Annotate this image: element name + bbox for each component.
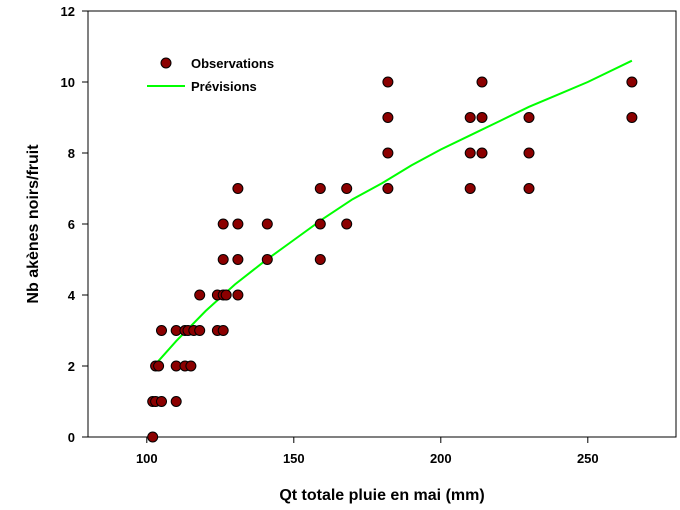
observation-point — [314, 254, 326, 265]
observation-point — [185, 360, 197, 372]
observation-point — [170, 396, 182, 407]
observation-point — [341, 183, 353, 194]
y-tick-label-8: 8 — [68, 146, 75, 161]
x-axis-title: Qt totale pluie en mai (mm) — [279, 487, 484, 504]
observation-point — [382, 112, 394, 123]
observation-point — [476, 112, 488, 123]
axis-ticks: 100 150 200 250 0 2 4 6 8 10 12 — [61, 4, 599, 466]
observation-point — [156, 396, 167, 407]
observation-point — [464, 147, 476, 159]
observation-point — [382, 76, 394, 88]
observation-point — [194, 289, 206, 301]
y-tick-label-0: 0 — [68, 430, 75, 445]
legend-observations-marker — [160, 57, 172, 69]
observation-point — [217, 218, 229, 230]
observation-point — [382, 147, 394, 159]
observation-point — [523, 183, 535, 194]
y-tick-label-2: 2 — [68, 359, 75, 374]
x-tick-label-150: 150 — [283, 451, 305, 466]
observation-point — [261, 254, 273, 265]
x-tick-label-250: 250 — [577, 451, 599, 466]
observation-point — [156, 325, 167, 336]
observation-point — [476, 147, 488, 159]
observation-points-layer — [147, 76, 638, 443]
observation-point — [626, 112, 638, 123]
observation-point — [220, 289, 232, 301]
observation-point — [232, 183, 244, 194]
observation-point — [314, 218, 326, 230]
observation-point — [232, 218, 244, 230]
observation-point — [147, 431, 159, 443]
x-tick-label-200: 200 — [430, 451, 452, 466]
observation-point — [523, 147, 535, 159]
observation-point — [314, 183, 326, 194]
observation-point — [194, 325, 206, 336]
y-tick-label-6: 6 — [68, 217, 75, 232]
legend: Observations Prévisions — [147, 56, 274, 94]
observation-point — [341, 218, 353, 230]
observation-point — [464, 112, 476, 123]
y-tick-label-12: 12 — [61, 4, 75, 19]
observation-point — [232, 254, 244, 265]
legend-observations-label: Observations — [191, 56, 274, 71]
observation-point — [153, 360, 165, 372]
plot-area — [87, 10, 677, 438]
observation-point — [464, 183, 476, 194]
y-tick-label-10: 10 — [61, 75, 75, 90]
observation-point — [261, 218, 273, 230]
observation-point — [382, 183, 394, 194]
observation-point — [626, 76, 638, 88]
y-tick-label-4: 4 — [68, 288, 76, 303]
observation-point — [217, 325, 229, 336]
x-tick-label-100: 100 — [136, 451, 158, 466]
observation-point — [232, 289, 244, 301]
observation-point — [217, 254, 229, 265]
observation-point — [476, 76, 488, 88]
observation-point — [523, 112, 535, 123]
y-axis-title: Nb akènes noirs/fruit — [25, 144, 42, 304]
legend-previsions-label: Prévisions — [191, 79, 257, 94]
